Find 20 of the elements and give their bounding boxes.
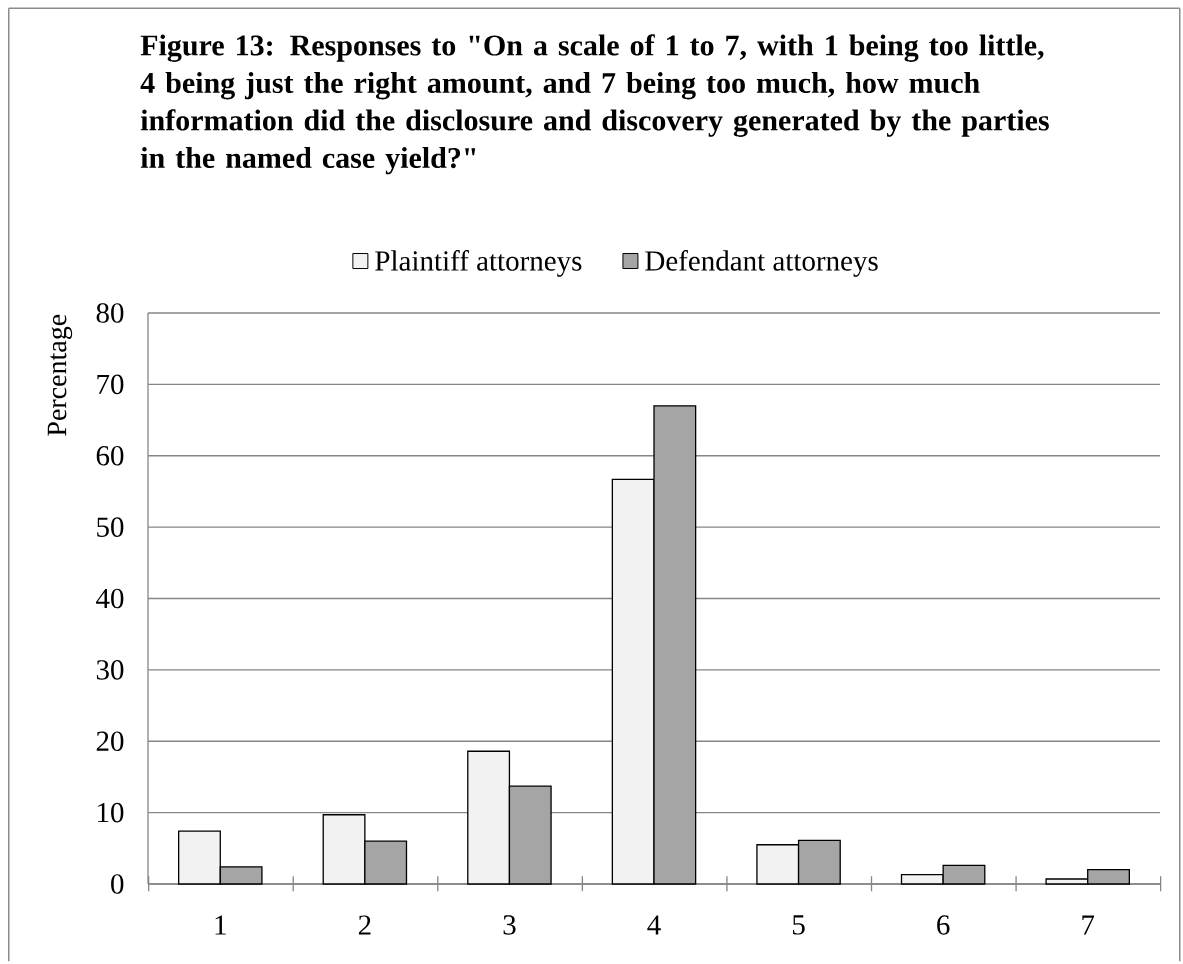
y-tick-label: 60 [96,445,124,466]
x-tick-label: 2 [358,915,371,935]
legend-label: Defendant attorneys [645,250,878,277]
x-tick-label: 4 [647,915,661,935]
x-tick-label: 1 [215,915,226,935]
x-tick-label: 5 [793,915,805,935]
y-tick-label: 30 [96,660,124,680]
legend-label: Plaintiff attorneys [375,250,582,277]
y-tick-label: 70 [97,374,124,395]
y-tick-label: 20 [96,731,124,752]
y-tick-label: 10 [98,802,124,823]
y-axis-title: Percentage [47,314,73,436]
y-tick-label: 0 [111,874,124,894]
y-tick-label: 50 [97,517,124,537]
chart-title: Figure 13: Responses to "On a scale of 1 to 7, with 1 being too little, 4 being just the right amount, and 7 being too much, how much information did the disclosure and discovery generated by the parties in the named case yield?" [140,34,1049,175]
x-tick-label: 6 [937,915,950,935]
x-tick-label: 3 [503,915,516,935]
x-tick-label: 7 [1082,915,1095,935]
y-tick-label: 40 [96,588,124,609]
y-tick-label: 80 [96,303,124,323]
